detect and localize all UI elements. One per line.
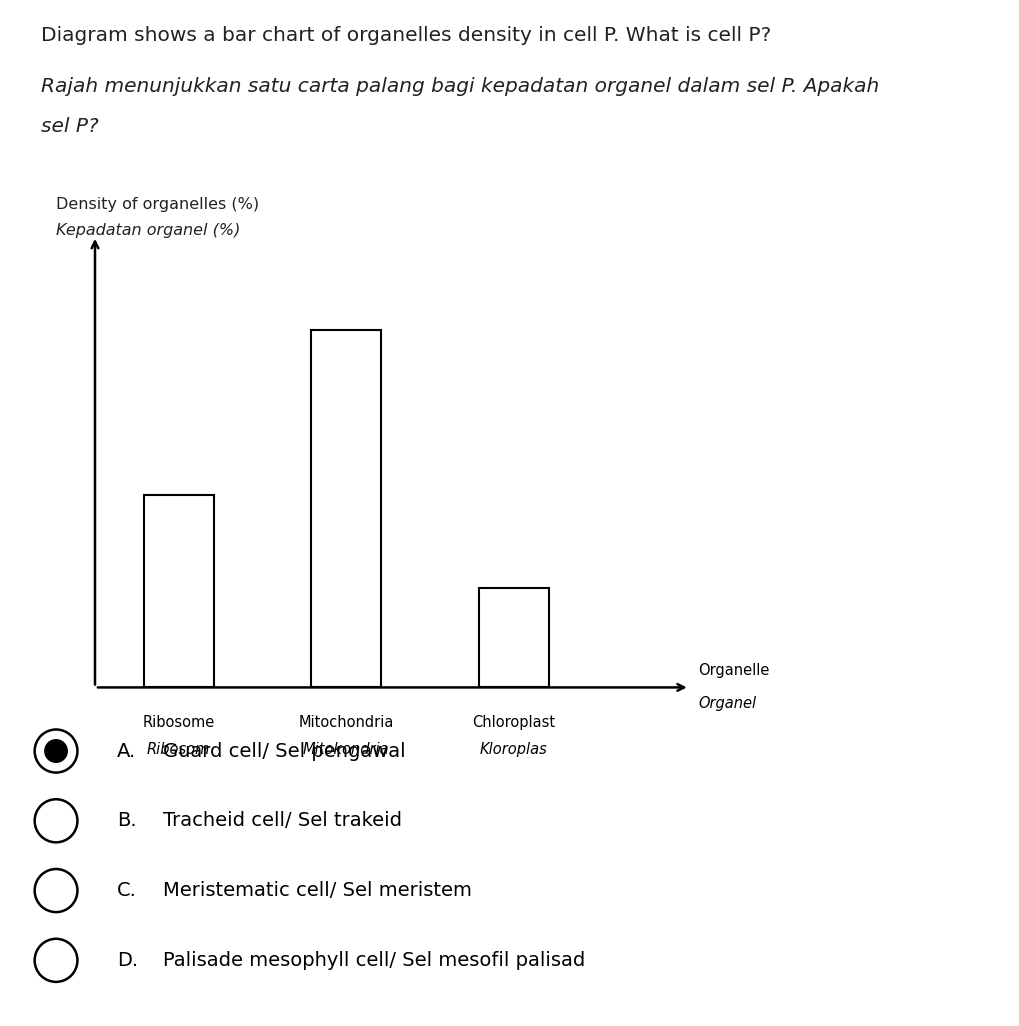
- Text: C.: C.: [117, 881, 138, 900]
- Text: D.: D.: [117, 951, 139, 970]
- Text: Ribosome: Ribosome: [143, 715, 215, 729]
- Bar: [479, 588, 549, 687]
- Text: sel P?: sel P?: [41, 117, 99, 136]
- Text: Organelle: Organelle: [698, 664, 769, 678]
- Text: Ribosom: Ribosom: [147, 743, 211, 757]
- Text: Kepadatan organel (%): Kepadatan organel (%): [56, 223, 240, 238]
- Text: Guard cell/ Sel pengawal: Guard cell/ Sel pengawal: [163, 742, 406, 760]
- Text: Diagram shows a bar chart of organelles density in cell P. What is cell P?: Diagram shows a bar chart of organelles …: [41, 26, 771, 45]
- Bar: [311, 329, 381, 687]
- Text: Rajah menunjukkan satu carta palang bagi kepadatan organel dalam sel P. Apakah: Rajah menunjukkan satu carta palang bagi…: [41, 77, 879, 96]
- Text: Tracheid cell/ Sel trakeid: Tracheid cell/ Sel trakeid: [163, 812, 403, 830]
- Text: Palisade mesophyll cell/ Sel mesofil palisad: Palisade mesophyll cell/ Sel mesofil pal…: [163, 951, 585, 970]
- Text: A.: A.: [117, 742, 137, 760]
- Bar: [144, 495, 214, 687]
- Text: Chloroplast: Chloroplast: [472, 715, 555, 729]
- Text: Kloroplas: Kloroplas: [480, 743, 547, 757]
- Text: Mitochondria: Mitochondria: [299, 715, 394, 729]
- Text: Mitokondria: Mitokondria: [303, 743, 389, 757]
- Text: B.: B.: [117, 812, 137, 830]
- Text: Density of organelles (%): Density of organelles (%): [56, 197, 259, 212]
- Text: Organel: Organel: [698, 697, 756, 711]
- Text: Meristematic cell/ Sel meristem: Meristematic cell/ Sel meristem: [163, 881, 472, 900]
